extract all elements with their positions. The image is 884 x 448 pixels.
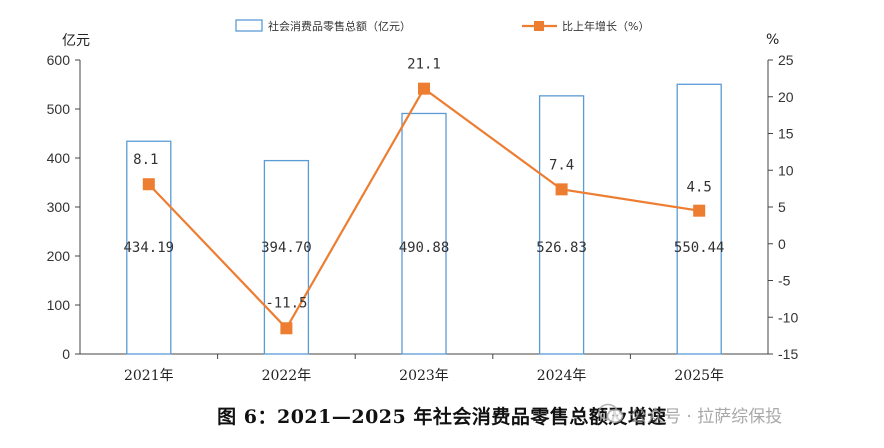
growth-value-label: 21.1 — [407, 57, 441, 73]
growth-value-label: 7.4 — [549, 157, 574, 173]
right-tick-label: 10 — [778, 162, 794, 178]
combo-chart: 社会消费品零售总额（亿元） 比上年增长（%） 亿元 % 010020030040… — [47, 19, 799, 384]
right-tick-label: 20 — [778, 89, 794, 105]
left-axis-unit: 亿元 — [62, 33, 90, 49]
legend-bar-label: 社会消费品零售总额（亿元） — [268, 19, 411, 33]
category-label: 2022年 — [262, 368, 312, 384]
growth-marker — [693, 204, 706, 217]
left-tick-label: 0 — [62, 346, 70, 362]
left-tick-label: 400 — [47, 150, 71, 166]
bar-value-label: 394.70 — [261, 240, 312, 256]
left-tick-label: 200 — [47, 248, 71, 264]
legend: 社会消费品零售总额（亿元） 比上年增长（%） — [235, 19, 649, 33]
bar-value-label: 526.83 — [536, 240, 587, 256]
legend-line-marker — [534, 21, 544, 31]
category-label: 2025年 — [674, 368, 724, 384]
bar-value-label: 434.19 — [124, 240, 175, 256]
category-label: 2023年 — [399, 368, 449, 384]
watermark: 公众号 · 拉萨综保投 — [598, 400, 782, 428]
line-labels: 8.1 -11.5 21.1 7.4 4.5 — [133, 57, 712, 312]
right-axis-unit: % — [766, 32, 779, 48]
figure-caption: 图 6：2021—2025 年社会消费品零售总额及增速 — [217, 406, 667, 428]
growth-value-label: -11.5 — [265, 295, 307, 311]
bar — [263, 159, 310, 355]
right-tick-label: 15 — [778, 126, 794, 142]
growth-marker — [280, 322, 293, 335]
left-tick-label: 600 — [47, 52, 71, 68]
bar-value-label: 490.88 — [399, 240, 450, 256]
wechat-icon — [598, 403, 624, 423]
growth-marker — [418, 82, 430, 95]
growth-marker — [142, 178, 155, 191]
left-tick-label: 100 — [47, 297, 71, 313]
growth-value-label: 8.1 — [133, 152, 158, 168]
left-tick-label: 500 — [47, 101, 71, 117]
bar — [126, 140, 172, 355]
bar-value-label: 550.44 — [674, 240, 725, 256]
right-tick-label: -5 — [778, 273, 791, 289]
growth-value-label: 4.5 — [687, 180, 712, 196]
left-tick-label: 300 — [47, 199, 71, 215]
category-label: 2021年 — [124, 368, 174, 384]
legend-bar-swatch — [235, 19, 263, 32]
legend-line-label: 比上年增长（%） — [562, 19, 649, 33]
growth-marker — [555, 183, 568, 196]
line-series — [142, 82, 706, 335]
right-tick-label: 5 — [778, 199, 786, 215]
right-tick-label: 25 — [778, 52, 794, 68]
bar — [401, 112, 447, 355]
right-tick-label: -15 — [778, 346, 798, 362]
bar-labels: 434.19 394.70 490.88 526.83 550.44 — [124, 240, 725, 256]
category-label: 2024年 — [537, 368, 587, 384]
bars — [126, 83, 722, 355]
category-labels: 2021年 2022年 2023年 2024年 2025年 — [124, 368, 724, 384]
axes: 0 100 200 300 400 500 600 -15 -10 -5 0 5 10 15 20 25 — [47, 52, 799, 362]
right-tick-label: -10 — [778, 309, 798, 325]
watermark-text: 公众号 · 拉萨综保投 — [630, 406, 783, 427]
right-tick-label: 0 — [778, 236, 786, 252]
bar — [676, 83, 722, 355]
bar — [538, 95, 585, 355]
